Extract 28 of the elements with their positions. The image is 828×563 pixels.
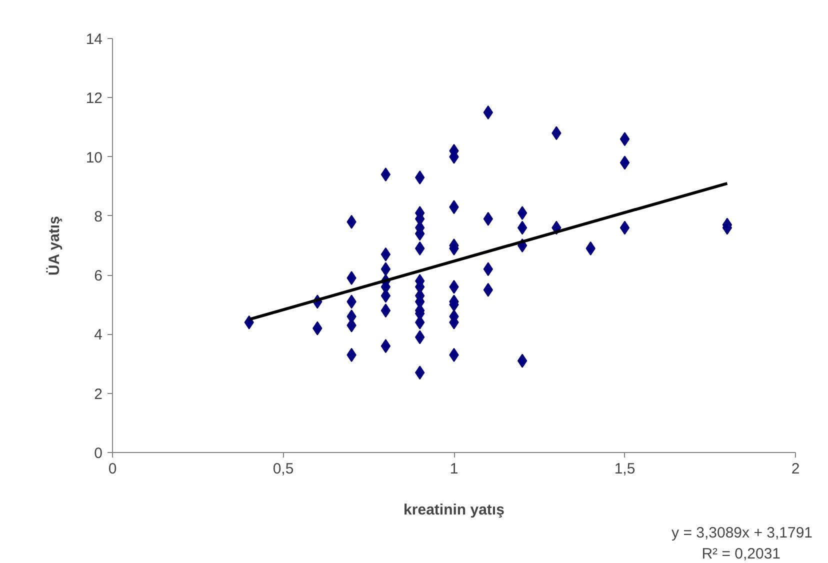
- x-tick-label: 0,5: [272, 460, 294, 478]
- point: [620, 220, 630, 235]
- y-tick-label: 10: [86, 149, 103, 166]
- point: [380, 339, 391, 354]
- text: R² = 0,2031: [702, 546, 781, 562]
- point: [620, 132, 630, 146]
- point: [380, 262, 391, 276]
- point: [380, 247, 391, 262]
- point: [517, 206, 528, 220]
- y-tick-label: 2: [94, 386, 102, 403]
- point: [380, 168, 391, 182]
- x-tick-label: 1,5: [614, 460, 636, 478]
- y-axis-title: ÜA yatış: [46, 216, 63, 276]
- x-tick-label: 2: [791, 460, 800, 478]
- point: [380, 304, 391, 318]
- point: [517, 220, 528, 235]
- y-tick-label: 6: [94, 268, 102, 285]
- y-tick-label: 4: [94, 326, 102, 344]
- point: [517, 354, 528, 368]
- y-tick-label: 8: [94, 208, 102, 226]
- point: [620, 156, 630, 170]
- y-tick-label: 12: [86, 90, 103, 108]
- x-axis-title: kreatinin yatış: [404, 502, 504, 518]
- y-tick-label: 0: [94, 445, 102, 462]
- x-tick-label: 0: [108, 460, 117, 478]
- text: y = 3,3089x + 3,1791: [672, 524, 813, 542]
- y-tick-label: 14: [86, 31, 103, 48]
- x-tick-label: 1: [450, 460, 458, 478]
